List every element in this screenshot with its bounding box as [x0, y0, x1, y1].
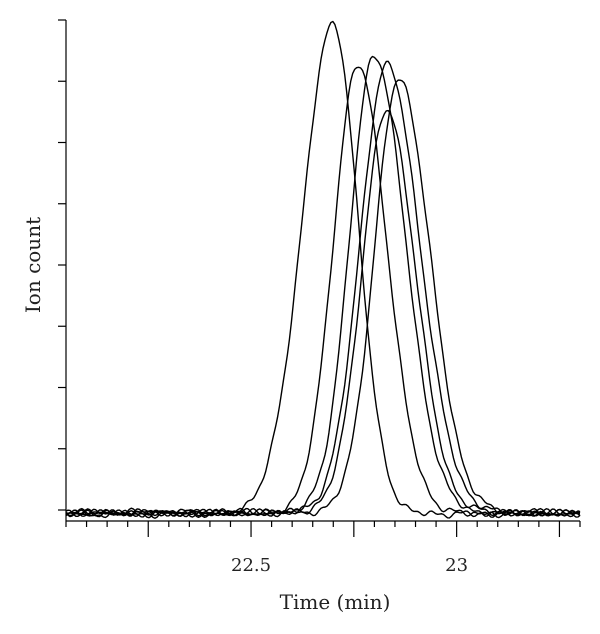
x-axis-label: Time (min)	[280, 590, 391, 614]
x-tick-label: 22.5	[231, 555, 271, 576]
plot-area: 22.5 23	[58, 19, 581, 576]
series-line-3	[65, 55, 581, 518]
series-line-4	[65, 60, 581, 518]
y-axis-label: Ion count	[21, 217, 45, 313]
series-line-1	[65, 20, 581, 519]
series-line-6	[65, 109, 581, 517]
x-tick-label: 23	[445, 555, 468, 576]
x-ticks	[65, 521, 581, 537]
x-tick-labels: 22.5 23	[231, 555, 468, 576]
series-group	[65, 20, 581, 519]
y-ticks	[58, 19, 66, 511]
series-line-2	[65, 66, 581, 519]
series-line-5	[65, 79, 581, 518]
